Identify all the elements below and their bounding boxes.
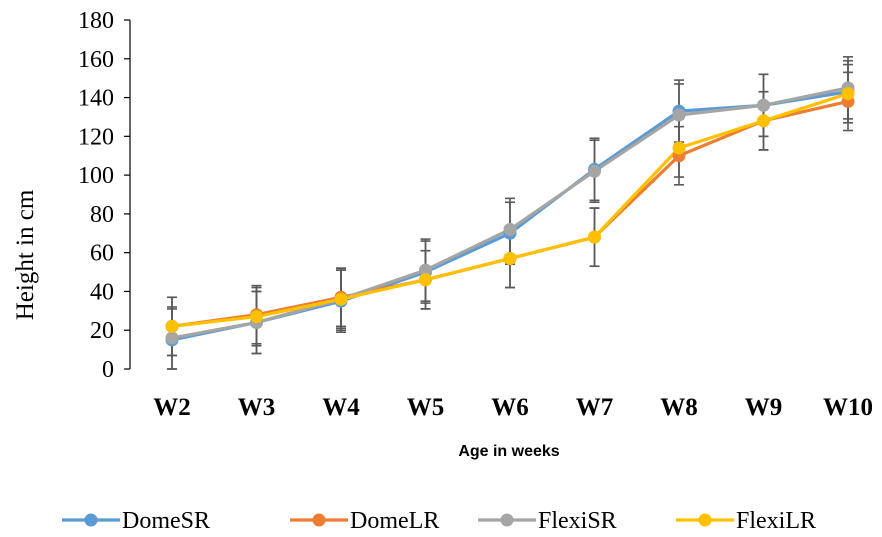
data-point-flexisr <box>588 164 601 178</box>
x-tick-label: W9 <box>745 394 783 421</box>
x-tick-label: W2 <box>153 394 191 421</box>
series-markers <box>165 81 855 347</box>
y-axis-label: Height in cm <box>12 189 39 320</box>
y-tick-label: 160 <box>78 47 114 73</box>
legend-label: DomeSR <box>122 508 210 534</box>
data-point-flexisr <box>165 331 179 345</box>
x-tick-label: W3 <box>238 394 276 421</box>
x-tick-label: W7 <box>576 394 614 421</box>
legend-label: FlexiLR <box>736 508 816 534</box>
x-axis-label: Age in weeks <box>458 443 559 460</box>
legend-item-domelr: DomeLR <box>290 508 439 534</box>
legend-item-flexilr: FlexiLR <box>676 508 816 534</box>
data-point-flexilr <box>250 310 263 324</box>
data-point-flexilr <box>165 319 179 333</box>
y-tick-label: 100 <box>78 163 114 189</box>
data-point-flexisr <box>672 108 686 122</box>
legend-swatch-marker <box>698 513 712 527</box>
y-tick-label: 60 <box>90 241 114 267</box>
data-point-flexilr <box>757 114 770 128</box>
legend-swatch-marker <box>84 513 98 527</box>
data-point-flexilr <box>419 273 432 287</box>
legend-label: DomeLR <box>350 508 439 534</box>
x-tick-label: W8 <box>660 394 698 421</box>
data-point-flexilr <box>672 141 686 155</box>
data-point-flexilr <box>588 230 601 244</box>
y-tick-label: 20 <box>90 318 114 344</box>
data-point-flexilr <box>334 292 348 306</box>
legend-item-domesr: DomeSR <box>62 508 210 534</box>
y-tick-label: 80 <box>90 202 114 228</box>
legend-swatch-marker <box>312 513 326 527</box>
x-axis-ticks: W2 W3 W4 W5 W6 W7 W8 W9 W10 <box>153 394 873 421</box>
error-bars <box>167 56 853 370</box>
data-point-flexisr <box>757 98 770 112</box>
y-tick-label: 140 <box>78 86 114 112</box>
legend-item-flexisr: FlexiSR <box>478 508 617 534</box>
data-point-flexisr <box>419 263 432 277</box>
legend-swatch-marker <box>500 513 514 527</box>
x-tick-label: W4 <box>322 394 360 421</box>
x-tick-label: W10 <box>823 394 873 421</box>
data-point-flexilr <box>503 251 517 265</box>
legend-label: FlexiSR <box>538 508 617 534</box>
data-point-flexisr <box>503 222 517 236</box>
y-tick-label: 120 <box>78 124 114 150</box>
y-tick-label: 0 <box>102 357 114 383</box>
data-point-flexilr <box>841 87 855 101</box>
legend: DomeSR DomeLR FlexiSR FlexiLR <box>62 508 816 534</box>
y-tick-label: 40 <box>90 279 114 305</box>
y-axis-ticks: 0 20 40 60 80 100 120 140 160 180 <box>78 8 130 383</box>
x-tick-label: W5 <box>407 394 445 421</box>
x-tick-label: W6 <box>491 394 529 421</box>
y-tick-label: 180 <box>78 8 114 34</box>
